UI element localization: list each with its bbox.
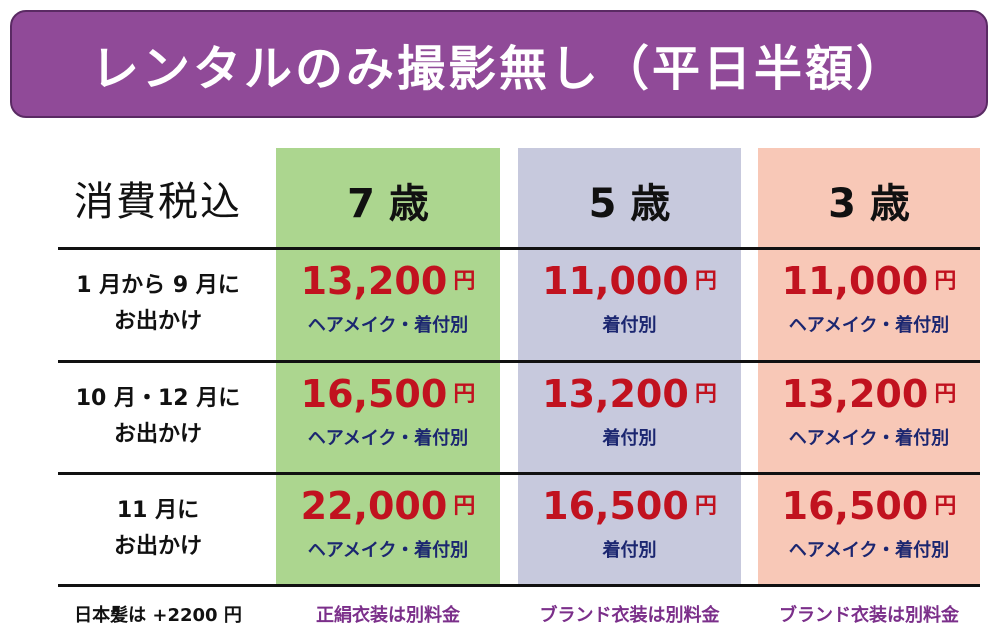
row-label-line1: 10 月・12 月に [75,386,241,411]
footer-note: 日本髪は +2200 円 [74,605,242,626]
age-header-7: 7 歳 [347,181,429,227]
yen-unit: 円 [694,269,717,294]
price-note: 着付別 [602,315,657,336]
age-header-3: 3 歳 [828,181,910,227]
row-label: 1 月から 9 月に お出かけ [58,268,258,340]
footer-col5-note: ブランド衣装は別料金 [539,605,720,626]
price-cell: 16,500 円 着付別 [518,483,741,562]
price-cell: 11,000 円 ヘアメイク・着付別 [758,258,980,337]
price-value: 16,500 円 [542,484,717,528]
price-value: 11,000 円 [781,259,957,303]
footer-col3-note: ブランド衣装は別料金 [779,605,959,626]
row-divider [58,247,980,250]
price-note: ヘアメイク・着付別 [788,540,950,561]
page-title: レンタルのみ撮影無し（平日半額） [90,41,907,97]
price-note: 着付別 [602,428,657,449]
price-value: 13,200 円 [300,259,476,303]
row-divider [58,472,980,475]
price-note: ヘアメイク・着付別 [788,315,950,336]
row-label: 11 月に お出かけ [58,493,258,565]
yen-unit: 円 [934,382,957,407]
yen-unit: 円 [453,269,476,294]
price-value: 13,200 円 [781,372,957,416]
row-label-line1: 1 月から 9 月に [76,273,240,298]
yen-unit: 円 [694,494,717,519]
price-value: 11,000 円 [542,259,717,303]
price-note: 着付別 [602,540,657,561]
price-cell: 11,000 円 着付別 [518,258,741,337]
price-value: 16,500 円 [300,372,476,416]
price-cell: 22,000 円 ヘアメイク・着付別 [276,483,500,562]
row-label: 10 月・12 月に お出かけ [58,381,258,453]
footer-col7-note: 正絹衣装は別料金 [316,605,460,626]
row-label-line1: 11 月に [116,498,200,523]
row-divider [58,360,980,363]
price-note: ヘアメイク・着付別 [307,540,469,561]
price-cell: 16,500 円 ヘアメイク・着付別 [758,483,980,562]
yen-unit: 円 [694,382,717,407]
title-banner: レンタルのみ撮影無し（平日半額） [10,10,988,118]
column-bg-7 [276,148,500,584]
price-value: 13,200 円 [542,372,717,416]
yen-unit: 円 [934,494,957,519]
price-note: ヘアメイク・着付別 [307,428,469,449]
price-cell: 16,500 円 ヘアメイク・着付別 [276,371,500,450]
price-value: 22,000 円 [300,484,476,528]
row-divider [58,584,980,587]
header-label: 消費税込 [74,179,242,225]
age-header-5: 5 歳 [588,181,671,227]
column-bg-3 [758,148,980,584]
row-label-line2: お出かけ [113,309,202,334]
price-cell: 13,200 円 着付別 [518,371,741,450]
price-note: ヘアメイク・着付別 [788,428,950,449]
row-label-line2: お出かけ [113,534,202,559]
price-value: 16,500 円 [781,484,957,528]
price-cell: 13,200 円 ヘアメイク・着付別 [758,371,980,450]
yen-unit: 円 [453,494,476,519]
price-cell: 13,200 円 ヘアメイク・着付別 [276,258,500,337]
price-note: ヘアメイク・着付別 [307,315,469,336]
yen-unit: 円 [453,382,476,407]
row-label-line2: お出かけ [113,422,202,447]
column-bg-5 [518,148,741,584]
yen-unit: 円 [934,269,957,294]
